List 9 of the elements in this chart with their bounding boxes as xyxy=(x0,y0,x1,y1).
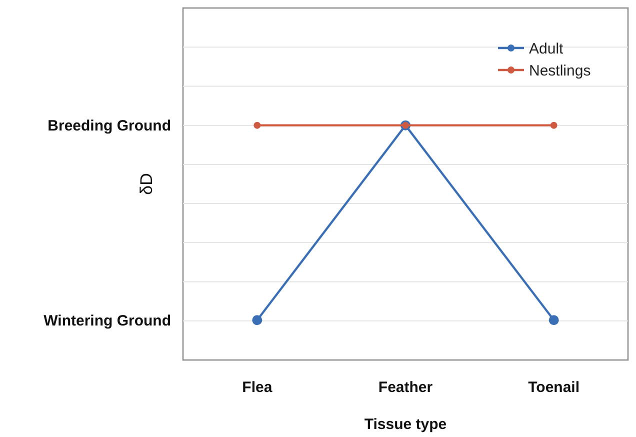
legend-label: Nestlings xyxy=(529,62,591,80)
legend-label: Adult xyxy=(529,40,564,58)
text: Breeding Ground xyxy=(48,118,171,135)
y-axis-title: δD xyxy=(137,173,156,195)
x-axis-title: Tissue type xyxy=(364,416,447,433)
x-tick-label: Feather xyxy=(378,379,433,396)
x-tick-label: Toenail xyxy=(528,379,580,396)
x-tick-label: Flea xyxy=(242,379,273,396)
text: Wintering Ground xyxy=(44,312,171,330)
